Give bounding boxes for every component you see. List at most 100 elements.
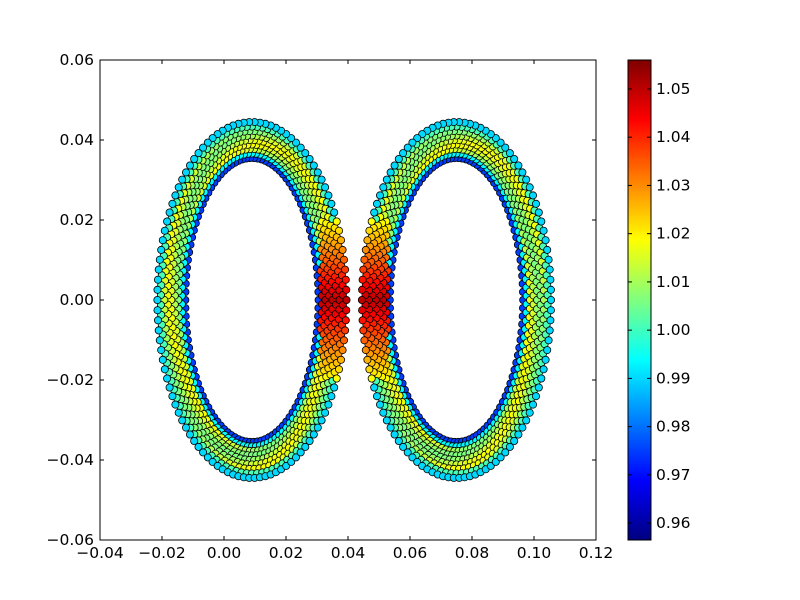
scatter-point-1 xyxy=(313,423,322,432)
scatter-point-2 xyxy=(537,217,546,226)
scatter-point-1 xyxy=(330,383,339,392)
scatter-point-1 xyxy=(309,430,318,439)
scatter-point-2 xyxy=(529,191,538,200)
colorbar-tick-label: 0.98 xyxy=(656,418,691,436)
scatter-point-2 xyxy=(394,436,403,445)
scatter-point-1 xyxy=(199,448,208,457)
scatter-point-2 xyxy=(546,316,555,325)
scatter-point-2 xyxy=(545,326,554,335)
scatter-point-1 xyxy=(153,295,162,304)
scatter-point-1 xyxy=(185,430,194,439)
scatter-point-2 xyxy=(372,199,381,208)
scatter-point-2 xyxy=(370,208,379,217)
scatter-point-1 xyxy=(154,326,163,335)
scatter-point-1 xyxy=(327,392,336,401)
y-tick-label: −0.04 xyxy=(47,451,95,469)
scatter-point-2 xyxy=(408,453,417,462)
scatter-point-1 xyxy=(160,226,169,235)
scatter-point-1 xyxy=(168,392,177,401)
scatter-point-2 xyxy=(357,295,366,304)
y-tick-label: 0.06 xyxy=(59,51,94,69)
scatter-point-2 xyxy=(496,453,505,462)
scatter-point-1 xyxy=(155,336,164,345)
scatter-point-2 xyxy=(522,175,531,184)
scatter-point-1 xyxy=(342,285,351,294)
scatter-point-2 xyxy=(514,161,523,170)
scatter-point-2 xyxy=(546,306,555,315)
y-tick-label: 0.04 xyxy=(59,131,94,149)
scatter-point-2 xyxy=(541,236,550,245)
scatter-point-2 xyxy=(390,161,399,170)
scatter-point-1 xyxy=(171,400,180,409)
scatter-point-1 xyxy=(341,316,350,325)
scatter-point-1 xyxy=(178,175,187,184)
scatter-points xyxy=(153,118,556,482)
scatter-point-2 xyxy=(399,149,408,158)
scatter-point-1 xyxy=(185,161,194,170)
scatter-point-2 xyxy=(529,400,538,409)
scatter-point-1 xyxy=(317,416,326,425)
scatter-point-1 xyxy=(190,154,199,163)
x-tick-label: −0.04 xyxy=(76,544,124,562)
scatter-point-2 xyxy=(408,138,417,147)
scatter-point-1 xyxy=(341,265,350,274)
scatter-point-2 xyxy=(501,143,510,152)
colorbar-tick-label: 1.00 xyxy=(656,321,691,339)
scatter-point-1 xyxy=(338,346,347,355)
scatter-point-1 xyxy=(181,423,190,432)
scatter-point-2 xyxy=(358,275,367,284)
scatter-point-2 xyxy=(545,265,554,274)
scatter-point-1 xyxy=(194,442,203,451)
scatter-point-1 xyxy=(330,208,339,217)
scatter-point-2 xyxy=(525,183,534,192)
scatter-point-2 xyxy=(363,236,372,245)
scatter-point-1 xyxy=(155,255,164,264)
scatter-point-2 xyxy=(403,143,412,152)
scatter-point-1 xyxy=(332,374,341,383)
x-tick-label: −0.02 xyxy=(138,544,186,562)
scatter-point-1 xyxy=(291,138,300,147)
scatter-point-2 xyxy=(413,134,422,143)
scatter-point-2 xyxy=(539,226,548,235)
scatter-point-2 xyxy=(518,423,527,432)
scatter-point-1 xyxy=(171,191,180,200)
scatter-point-2 xyxy=(543,245,552,254)
scatter-point-2 xyxy=(367,217,376,226)
scatter-point-1 xyxy=(324,191,333,200)
scatter-point-2 xyxy=(501,448,510,457)
colorbar-tick-label: 0.96 xyxy=(656,514,691,532)
scatter-point-2 xyxy=(386,423,395,432)
x-tick-label: 0.12 xyxy=(579,544,614,562)
scatter-point-2 xyxy=(360,336,369,345)
scatter-point-1 xyxy=(332,217,341,226)
colorbar-tick-label: 1.03 xyxy=(656,176,691,194)
scatter-point-2 xyxy=(358,285,367,294)
scatter-point-2 xyxy=(375,191,384,200)
scatter-point-1 xyxy=(203,453,212,462)
scatter-point-2 xyxy=(365,365,374,374)
scatter-point-2 xyxy=(370,383,379,392)
scatter-point-1 xyxy=(157,346,166,355)
scatter-point-2 xyxy=(518,168,527,177)
scatter-point-2 xyxy=(386,168,395,177)
scatter-point-2 xyxy=(379,183,388,192)
scatter-point-1 xyxy=(342,306,351,315)
scatter-point-1 xyxy=(339,336,348,345)
scatter-point-1 xyxy=(338,245,347,254)
scatter-point-1 xyxy=(341,275,350,284)
scatter-point-2 xyxy=(532,392,541,401)
scatter-point-2 xyxy=(505,149,514,158)
scatter-point-2 xyxy=(358,316,367,325)
scatter-point-2 xyxy=(544,336,553,345)
scatter-point-1 xyxy=(321,408,330,417)
scatter-point-2 xyxy=(394,154,403,163)
x-tick-label: 0.10 xyxy=(517,544,552,562)
scatter-point-2 xyxy=(361,245,370,254)
y-tick-label: 0.02 xyxy=(59,211,94,229)
scatter-point-2 xyxy=(514,430,523,439)
scatter-point-1 xyxy=(178,416,187,425)
scatter-point-2 xyxy=(390,430,399,439)
scatter-point-2 xyxy=(539,365,548,374)
scatter-point-1 xyxy=(203,138,212,147)
